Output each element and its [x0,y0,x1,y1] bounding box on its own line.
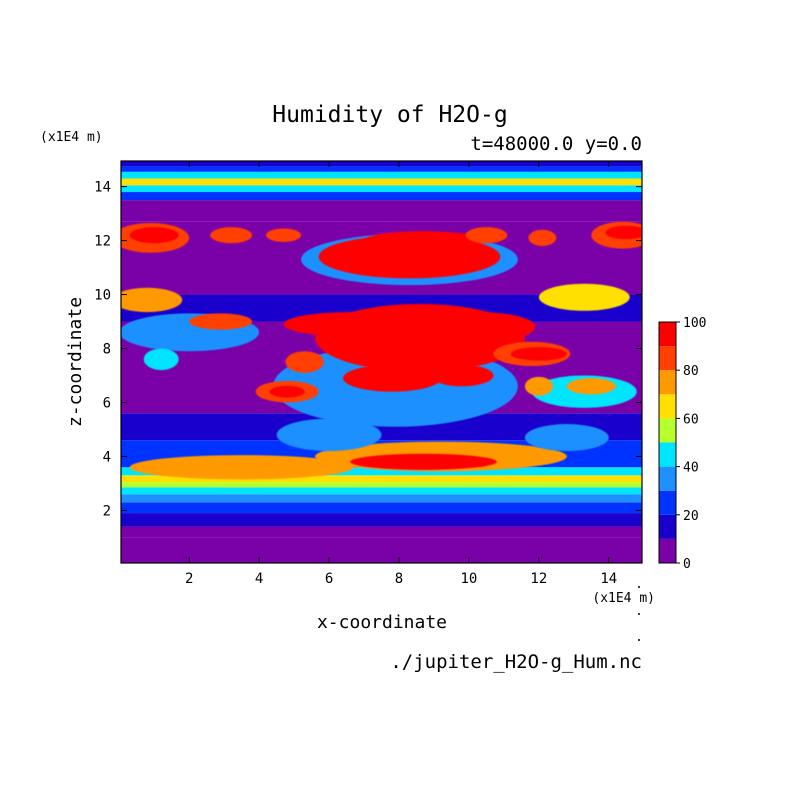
colorbar-tick-label: 0 [683,557,691,572]
contour-blob-28 [465,227,508,244]
colorbar-tick-label: 60 [683,412,699,427]
band-17 [121,178,642,186]
band-5 [121,487,642,495]
contour-blob-31 [266,228,302,242]
band-16 [121,185,642,193]
colorbar-segment [659,538,676,563]
contour-field [121,161,642,563]
contour-blob-11 [364,231,483,251]
contour-blob-26 [566,378,616,395]
contour-blob-14 [285,351,324,373]
contour-blob-30 [210,227,253,244]
band-6 [121,482,642,488]
contour-blob-8 [430,364,494,387]
contour-blob-1 [129,455,354,480]
x-tick-label: 8 [395,571,403,587]
band-8 [121,467,642,476]
y-tick-label: 14 [94,180,111,196]
band-4 [121,494,642,503]
contour-blob-5 [283,312,417,337]
band-18 [121,171,642,179]
band-1 [121,526,642,538]
colorbar-segment [659,346,676,371]
contour-blob-32 [143,348,179,371]
y-unit-label: (x1E4 m) [40,130,103,145]
x-tick-label: 6 [325,571,333,587]
colorbar-segment [659,370,676,395]
contour-blob-24 [538,283,630,311]
band-7 [121,475,642,483]
contour-blob-2 [350,453,497,470]
y-tick-label: 10 [94,288,111,304]
contour-blob-27 [524,376,553,396]
colorbar-segment [659,442,676,467]
contour-blob-16 [269,385,305,398]
contour-blob-33 [524,424,609,452]
band-2 [121,513,642,527]
band-19 [121,166,642,172]
y-axis-title: z-coordinate [65,297,86,427]
x-unit-label: (x1E4 m) [592,591,655,606]
marker-dots [638,586,640,641]
colorbar-tick-label: 100 [683,316,706,331]
x-tick-label: 12 [530,571,547,587]
band-0 [121,537,642,563]
y-tick-label: 12 [94,234,111,250]
colorbar-frame [658,321,677,564]
contour-blob-6 [423,312,536,342]
colorbar-tick-label: 20 [683,509,699,524]
colorbar-segment [659,514,676,539]
colorbar: 0 20 40 60 80 100 [658,316,706,572]
chart-subtitle: t=48000.0 y=0.0 [470,133,642,155]
y-tick-label: 2 [103,503,111,519]
band-14 [121,200,642,222]
contour-blob-23 [189,313,253,330]
y-tick-label: 6 [103,395,111,411]
contour-blob-34 [276,418,382,452]
colorbar-segment [659,394,676,419]
y-tick-label: 4 [103,449,111,465]
colorbar-segment [659,466,676,491]
band-3 [121,502,642,514]
colorbar-tick-label: 80 [683,364,699,379]
x-tick-label: 10 [460,571,477,587]
band-15 [121,192,642,201]
contour-blob-18 [129,227,179,244]
chart-title: Humidity of H2O-g [272,102,507,128]
colorbar-segment [659,490,676,515]
plot-frame [120,160,643,564]
contour-blob-22 [121,287,183,313]
contour-blob-20 [605,225,642,240]
colorbar-segment [659,322,676,347]
colorbar-tick-label: 40 [683,461,699,476]
contour-blob-29 [528,229,557,246]
source-file-label: ./jupiter_H2O-g_Hum.nc [390,651,642,673]
x-tick-label: 4 [255,571,263,587]
colorbar-segment [659,418,676,443]
y-tick-label: 8 [103,342,111,358]
band-20 [121,161,642,167]
x-axis-title: x-coordinate [317,612,447,633]
axis-ticks: 2 4 6 8 10 12 14 2 4 6 8 10 12 14 [94,161,642,587]
x-tick-label: 2 [185,571,193,587]
x-tick-label: 14 [600,571,617,587]
contour-blob-13 [510,347,567,361]
contour-blob-7 [343,364,441,392]
